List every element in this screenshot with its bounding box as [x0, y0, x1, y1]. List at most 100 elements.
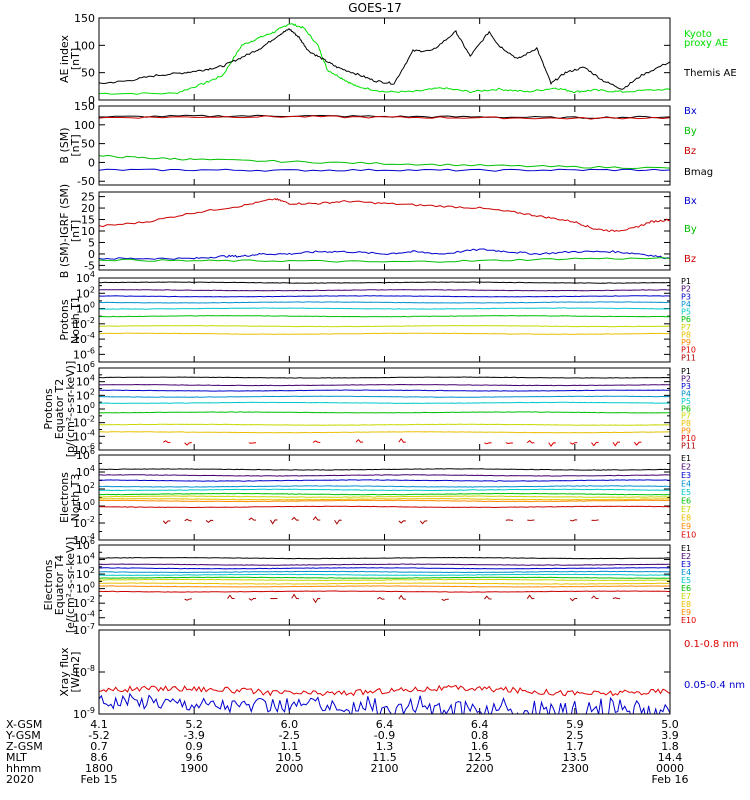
series-line-e10 — [291, 516, 299, 521]
legend-label: E9 — [681, 608, 691, 617]
legend-label: P3 — [681, 292, 691, 301]
legend-label: P8 — [681, 330, 691, 339]
series-line-e1 — [99, 556, 670, 560]
y-tick-label: 104 — [76, 552, 95, 567]
series-line-e10 — [569, 597, 578, 602]
series-line-p10 — [548, 442, 556, 447]
legend-label: E1 — [681, 454, 691, 463]
footer-value: 1.7 — [566, 740, 584, 753]
panel-2: -50 0 50 100 150 B (SM)[nT] Bx By Bz Bmag — [58, 100, 713, 188]
y-tick-label: 100 — [74, 119, 95, 132]
legend-label: E6 — [681, 584, 691, 593]
series-line-0-05-0-4-nm — [99, 692, 670, 714]
series-line-e7 — [99, 495, 670, 498]
y-tick-label: 104 — [76, 270, 95, 285]
y-axis-label: [W/m2] — [69, 652, 82, 693]
series-line-p8 — [99, 332, 670, 335]
y-tick-label: 100 — [76, 581, 95, 596]
panel-frame — [98, 544, 671, 626]
footer-value: 8.6 — [90, 751, 108, 764]
footer-value: 0.8 — [471, 729, 489, 742]
series-line-e6 — [99, 576, 670, 579]
series-line-e9 — [99, 585, 670, 588]
series-line-e4 — [99, 570, 670, 574]
series-line-e3 — [99, 567, 670, 570]
y-axis-label: [nT] — [69, 134, 82, 156]
y-axis-label: B (SM)-IGRF (SM) — [58, 184, 71, 278]
legend-label: P6 — [681, 315, 691, 324]
y-axis-label: North T3 — [69, 474, 82, 522]
panel-frame — [98, 454, 671, 541]
series-line-bz — [99, 197, 670, 233]
y-axis-label: Equator T4 — [53, 555, 66, 615]
footer-value: 10.5 — [277, 751, 302, 764]
footer-value: 2100 — [371, 762, 399, 775]
series-line-bx — [99, 168, 670, 172]
series-line-e10 — [398, 520, 406, 524]
series-line-e10 — [227, 594, 235, 600]
legend-label: E6 — [681, 497, 691, 506]
series-line-p10 — [505, 442, 513, 445]
series-line-0-1-0-8-nm — [99, 684, 670, 697]
legend-label: proxy AE — [684, 38, 728, 49]
legend-label: E2 — [681, 552, 691, 561]
series-line-e2 — [99, 563, 670, 566]
series-line-p1 — [99, 281, 670, 284]
series-line-e10 — [291, 593, 299, 600]
legend-label: By — [684, 126, 697, 137]
panel-frame — [98, 277, 671, 363]
series-line-by — [99, 154, 670, 170]
y-axis-label: Equator T2 — [53, 379, 66, 439]
series-line-p10 — [312, 440, 321, 444]
legend-label: 0.1-0.8 nm — [684, 639, 739, 650]
series-line-e10 — [312, 516, 321, 521]
legend-label: P5 — [681, 397, 691, 406]
footer-row-label: Z-GSM — [6, 740, 43, 753]
series-line-bx — [99, 248, 670, 260]
footer-row-label: X-GSM — [6, 718, 42, 731]
footer-value: -2.5 — [279, 729, 300, 742]
y-tick-label: 106 — [76, 447, 95, 462]
series-line-p1 — [99, 376, 670, 379]
y-tick-label: 0 — [88, 94, 95, 107]
series-line-e10 — [377, 596, 385, 600]
y-axis-label: AE index — [58, 34, 71, 83]
y-tick-label: 50 — [81, 138, 95, 151]
legend-label: E10 — [681, 616, 696, 625]
y-axis-label: Xray flux — [58, 647, 71, 697]
footer-value: 0.9 — [185, 740, 203, 753]
legend-label: Bz — [684, 254, 696, 265]
footer-value: 5.0 — [661, 718, 679, 731]
series-line-p10 — [633, 441, 642, 446]
legend-label: E3 — [681, 471, 691, 480]
footer-value: 2200 — [466, 762, 494, 775]
series-line-e10 — [99, 590, 670, 593]
y-axis-label: B (SM) — [58, 127, 71, 163]
series-line-p10 — [355, 438, 364, 443]
y-tick-label: 20 — [81, 202, 95, 215]
footer-value: 0.7 — [90, 740, 108, 753]
legend-label: E4 — [681, 568, 691, 577]
chart-title: GOES-17 — [348, 1, 402, 15]
footer-year: 2020 — [6, 773, 34, 786]
footer-value: 3.9 — [661, 729, 679, 742]
series-line-e5 — [99, 573, 670, 576]
series-line-p2 — [99, 383, 670, 387]
series-line-e10 — [248, 517, 257, 521]
legend-label: P10 — [681, 434, 696, 443]
series-line-p7 — [99, 324, 670, 328]
series-line-e10 — [505, 519, 514, 521]
footer-value: 6.4 — [376, 718, 394, 731]
y-axis-label: [nT] — [69, 220, 82, 242]
series-line-p10 — [526, 440, 535, 444]
footer-value: 1.8 — [661, 740, 679, 753]
series-line-p2 — [99, 289, 670, 292]
series-line-e1 — [99, 468, 670, 471]
series-line-e5 — [99, 488, 670, 492]
y-tick-label: 5 — [88, 236, 95, 249]
footer-row-label: hhmm — [6, 762, 41, 775]
y-axis-label: North T1 — [69, 296, 82, 344]
